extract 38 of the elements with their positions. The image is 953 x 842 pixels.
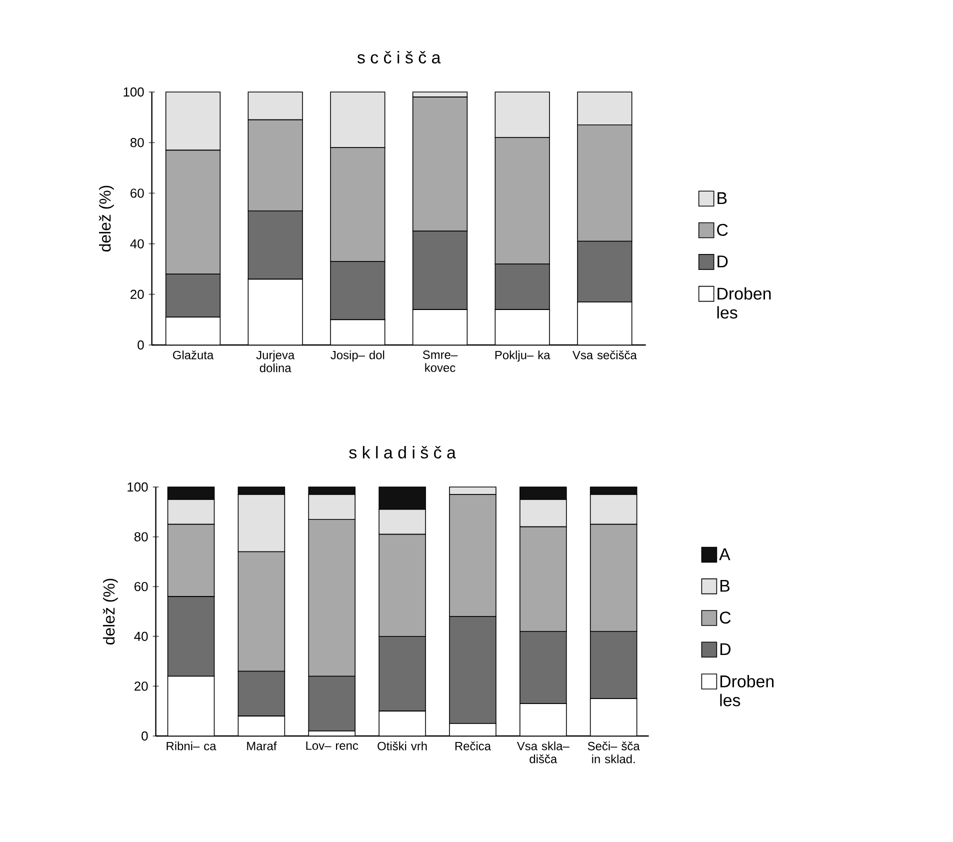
x-tick-label: Maraf xyxy=(247,741,277,750)
chart-title: s c č i š č a xyxy=(357,50,441,64)
y-tick-label: 60 xyxy=(130,188,144,198)
legend-label: D xyxy=(720,643,730,656)
x-tick-label: Vsa sečišča xyxy=(572,350,637,360)
y-tick-label: 100 xyxy=(128,482,148,492)
y-tick-label: 20 xyxy=(130,290,144,299)
legend-label: A xyxy=(719,548,730,560)
y-tick-label: 20 xyxy=(134,682,148,691)
legend-label: Droben les xyxy=(720,674,774,706)
legend-label: B xyxy=(718,192,727,204)
x-tick-label: Seči– šča in sklad. xyxy=(588,742,640,764)
y-tick-label: 40 xyxy=(134,632,148,641)
x-tick-label: Glažuta xyxy=(173,350,214,360)
legend-label: B xyxy=(720,580,730,592)
legend-label: Droben les xyxy=(717,287,771,319)
chart-title: s k l a d i š č a xyxy=(349,446,456,458)
y-tick-label: 60 xyxy=(134,582,148,592)
legend-label: C xyxy=(720,612,731,624)
x-tick-label: Vsa skla– dišča xyxy=(516,742,570,764)
x-tick-label: Rečica xyxy=(455,742,491,750)
y-tick-label: 80 xyxy=(130,138,144,148)
y-axis-title: delež (%) xyxy=(102,578,118,644)
x-tick-label: Otiški vrh xyxy=(378,742,427,750)
x-tick-label: Josip– dol xyxy=(330,350,384,362)
x-tick-label: Smre– kovec xyxy=(422,350,458,372)
y-tick-label: 0 xyxy=(138,340,144,350)
y-tick-label: 0 xyxy=(142,731,148,741)
y-tick-label: 40 xyxy=(130,239,144,248)
y-tick-label: 80 xyxy=(134,532,148,542)
y-axis-title: delež (%) xyxy=(98,186,114,252)
legend-label: C xyxy=(717,224,728,236)
x-tick-label: Lov– renc xyxy=(306,742,358,750)
x-tick-label: Poklju– ka xyxy=(495,350,550,362)
x-tick-label: Jurjeva dolina xyxy=(256,350,295,372)
x-tick-label: Ribni– ca xyxy=(166,742,216,750)
y-tick-label: 100 xyxy=(124,87,144,97)
legend-label: D xyxy=(718,256,728,268)
